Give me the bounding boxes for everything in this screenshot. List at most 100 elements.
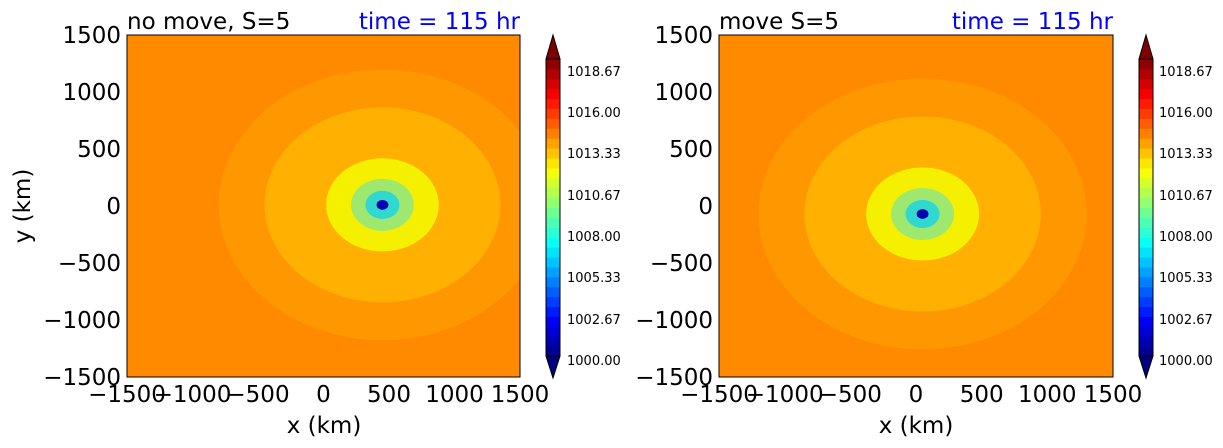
colorbar-tick-label: 1000.00 [567,354,621,369]
colorbar-swatch [1139,227,1153,238]
colorbar-swatch [546,257,560,268]
colorbar-swatch [1139,197,1153,208]
colorbar-swatch [1139,148,1153,159]
y-tick-label: −500 [58,251,121,277]
colorbar-tick-label: 1005.33 [1159,271,1213,286]
colorbar-swatch [546,306,560,317]
colorbar-swatch [1139,88,1153,100]
y-tick-label: 1000 [62,80,121,106]
colorbar-tick-labels: 1000.00 1002.67 1005.33 1008.00 1010.67 … [1159,65,1213,369]
y-tick-label: 500 [77,137,121,163]
colorbar-tick-label: 1016.00 [567,106,621,121]
colorbar-swatch [1139,177,1153,189]
y-tick-label: −500 [650,251,713,277]
colorbar-extend-max [545,33,561,60]
colorbar-tick-label: 1008.00 [1159,230,1213,245]
colorbar-tick-label: 1002.67 [1159,313,1213,328]
colorbar-tick-label: 1013.33 [1159,147,1213,162]
colorbar-swatch [1139,316,1153,327]
colorbar-tick-label: 1016.00 [1159,106,1213,121]
colorbar-swatch [546,266,560,278]
colorbar-swatch [546,78,560,90]
colorbar-swatch [546,128,560,139]
x-axis-label: x (km) [287,413,362,439]
colorbar-swatch [1139,326,1153,337]
time-label: time = 115 hr [359,9,521,35]
colorbar-swatch [1139,68,1153,80]
colorbar-swatch [546,276,560,288]
colorbar-swatch [1139,118,1153,129]
colorbar-swatch [1139,98,1153,109]
colorbar-swatch [546,247,560,258]
y-tick-labels: −1500 −1000 −500 0 500 1000 1500 [43,23,121,391]
colorbar-swatch [546,336,560,347]
storm-eye [916,209,929,219]
colorbar-swatch [546,98,560,109]
colorbar-tick-label: 1000.00 [1159,354,1213,369]
x-tick-label: −500 [226,382,289,408]
panel-title: no move, S=5 [127,9,290,35]
colorbar-swatch [546,207,560,218]
colorbar-swatch [546,217,560,228]
colorbar-swatch [1139,78,1153,90]
colorbar-swatch [546,237,560,248]
colorbar-swatch [546,167,560,179]
x-tick-label: 1000 [425,382,484,408]
x-tick-label: −1000 [154,382,232,408]
y-tick-label: −1000 [43,308,121,334]
colorbar-swatch [1139,346,1153,357]
colorbar-swatch [546,197,560,208]
x-tick-label: 1500 [1084,382,1143,408]
y-tick-label: −1500 [635,365,713,391]
colorbar-move: 1000.00 1002.67 1005.33 1008.00 1010.67 … [1138,33,1213,380]
y-tick-label: −1500 [43,365,121,391]
colorbar-swatch [546,286,560,298]
x-tick-label: 500 [960,382,1004,408]
colorbar-tick-label: 1005.33 [567,271,621,286]
y-tick-labels: −1500 −1000 −500 0 500 1000 1500 [635,23,713,391]
x-axis-label: x (km) [879,413,954,439]
colorbar-tick-label: 1010.67 [1159,189,1213,204]
x-tick-label: −500 [819,382,882,408]
y-tick-label: 500 [669,137,713,163]
colorbar-swatch [1139,59,1153,70]
colorbar-swatch [546,138,560,149]
plot-frame [718,34,1114,378]
colorbar-extend-max [1138,33,1154,60]
colorbar-tick-label: 1008.00 [567,230,621,245]
colorbar-swatches [1138,58,1154,357]
x-tick-label: 1500 [491,382,550,408]
colorbar-swatch [1139,257,1153,268]
colorbar-swatch [546,346,560,357]
colorbar-swatch [546,59,560,70]
colorbar-swatch [546,118,560,129]
plot-frame [126,34,521,378]
contour-field-move [719,35,1113,377]
colorbar-swatch [546,187,560,199]
colorbar-swatch [1139,138,1153,149]
colorbar-swatch [1139,306,1153,317]
colorbar-swatch [1139,266,1153,278]
panel-move: move S=5 time = 115 hr −1500 −1000 −500 … [635,9,1213,439]
colorbar-swatch [546,108,560,119]
colorbar-swatch [546,227,560,238]
colorbar-swatch [1139,336,1153,347]
colorbar-extend-min [545,355,561,380]
colorbar-swatch [546,326,560,337]
colorbar-swatch [1139,158,1153,169]
x-tick-labels: −1500 −1000 −500 0 500 1000 1500 [88,382,549,408]
y-tick-label: 1500 [62,23,121,49]
colorbar-swatch [1139,247,1153,258]
colorbar-swatch [546,88,560,100]
colorbar-swatch [546,296,560,307]
y-tick-label: −1000 [635,308,713,334]
colorbar-swatch [1139,276,1153,288]
x-tick-labels: −1500 −1000 −500 0 500 1000 1500 [680,382,1142,408]
colorbar-swatch [1139,167,1153,179]
y-tick-label: 0 [698,194,713,220]
colorbar-extend-min [1138,355,1154,380]
x-tick-label: 1000 [1018,382,1077,408]
colorbar-swatch [546,316,560,327]
colorbar-swatch [1139,187,1153,199]
